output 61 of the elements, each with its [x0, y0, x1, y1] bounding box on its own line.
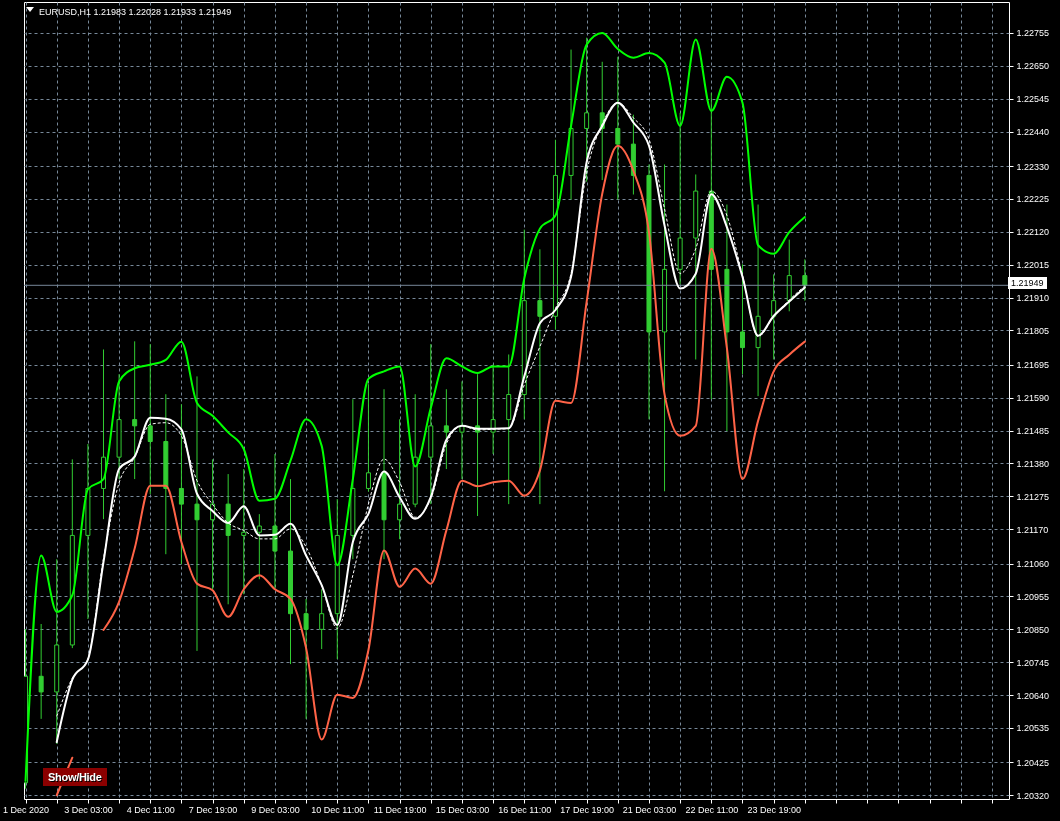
candlestick — [38, 623, 44, 720]
candlestick — [802, 258, 808, 302]
candlestick — [319, 588, 325, 650]
line-series — [24, 31, 806, 782]
y-tick-label: 1.21380 — [1016, 458, 1050, 469]
x-tick-label: 17 Dec 19:00 — [560, 804, 614, 815]
y-tick-label: 1.22225 — [1016, 194, 1050, 205]
candlestick — [459, 380, 465, 480]
x-tick-label: 4 Dec 11:00 — [126, 804, 175, 815]
y-tick-label: 1.22120 — [1016, 227, 1050, 238]
x-tick-label: 7 Dec 19:00 — [188, 804, 238, 815]
y-tick-label: 1.20320 — [1016, 790, 1050, 801]
show-hide-button[interactable]: Show/Hide — [43, 768, 107, 786]
x-tick-label: 3 Dec 03:00 — [64, 804, 113, 815]
candlestick — [490, 364, 496, 455]
candlestick — [178, 403, 184, 565]
candlestick — [241, 468, 247, 595]
candlestick — [365, 383, 371, 493]
y-tick-label: 1.20745 — [1016, 657, 1050, 668]
candlestick — [397, 418, 403, 540]
candlestick — [443, 388, 449, 470]
candlestick — [194, 375, 200, 652]
y-tick-label: 1.21910 — [1016, 293, 1050, 304]
y-tick-label: 1.21170 — [1016, 524, 1049, 535]
y-tick-label: 1.21060 — [1016, 559, 1050, 570]
x-tick-label: 23 Dec 19:00 — [747, 804, 801, 815]
y-tick-label: 1.22545 — [1016, 94, 1050, 105]
y-tick-label: 1.21590 — [1016, 393, 1050, 404]
candlestick — [303, 598, 309, 720]
text: EURUSD,H1 1.21983 1.22028 1.21933 1.21949 — [39, 7, 232, 17]
candlestick — [147, 343, 153, 495]
y-tick-label: 1.21485 — [1016, 426, 1050, 437]
y-tick-label: 1.22330 — [1016, 161, 1050, 172]
candlestick — [537, 248, 543, 505]
x-tick-label: 21 Dec 03:00 — [622, 804, 677, 815]
y-tick-label: 1.20535 — [1016, 723, 1050, 734]
candlestick — [256, 513, 262, 580]
ref-line-label: 1.21949 — [1008, 277, 1047, 290]
y-tick-label: 1.22015 — [1016, 260, 1050, 271]
y-tick-label: 1.22650 — [1016, 61, 1050, 72]
candlestick — [771, 273, 777, 360]
x-tick-label: 9 Dec 03:00 — [251, 804, 300, 815]
candlestick — [615, 56, 621, 201]
x-tick-label: 22 Dec 11:00 — [685, 804, 739, 815]
y-tick-label: 1.20955 — [1016, 591, 1050, 602]
y-tick-label: 1.21275 — [1016, 491, 1050, 502]
y-tick-label: 1.22440 — [1016, 127, 1050, 138]
y-tick-label: 1.22755 — [1016, 28, 1050, 39]
x-tick-label: 16 Dec 11:00 — [498, 804, 552, 815]
x-tick-label: 11 Dec 19:00 — [373, 804, 427, 815]
y-tick-label: 1.20425 — [1016, 757, 1050, 768]
candlestick — [132, 340, 138, 480]
candlestick — [739, 263, 745, 375]
y-tick-label: 1.20640 — [1016, 690, 1050, 701]
candlestick — [584, 37, 590, 183]
y-tick-label: 1.21805 — [1016, 325, 1050, 336]
y-tick-label: 1.20850 — [1016, 624, 1050, 635]
x-tick-label: 1 Dec 2020 — [3, 804, 50, 815]
x-tick-label: 15 Dec 03:00 — [435, 804, 490, 815]
x-tick-label: 10 Dec 11:00 — [311, 804, 365, 815]
y-tick-label: 1.21695 — [1016, 360, 1050, 371]
